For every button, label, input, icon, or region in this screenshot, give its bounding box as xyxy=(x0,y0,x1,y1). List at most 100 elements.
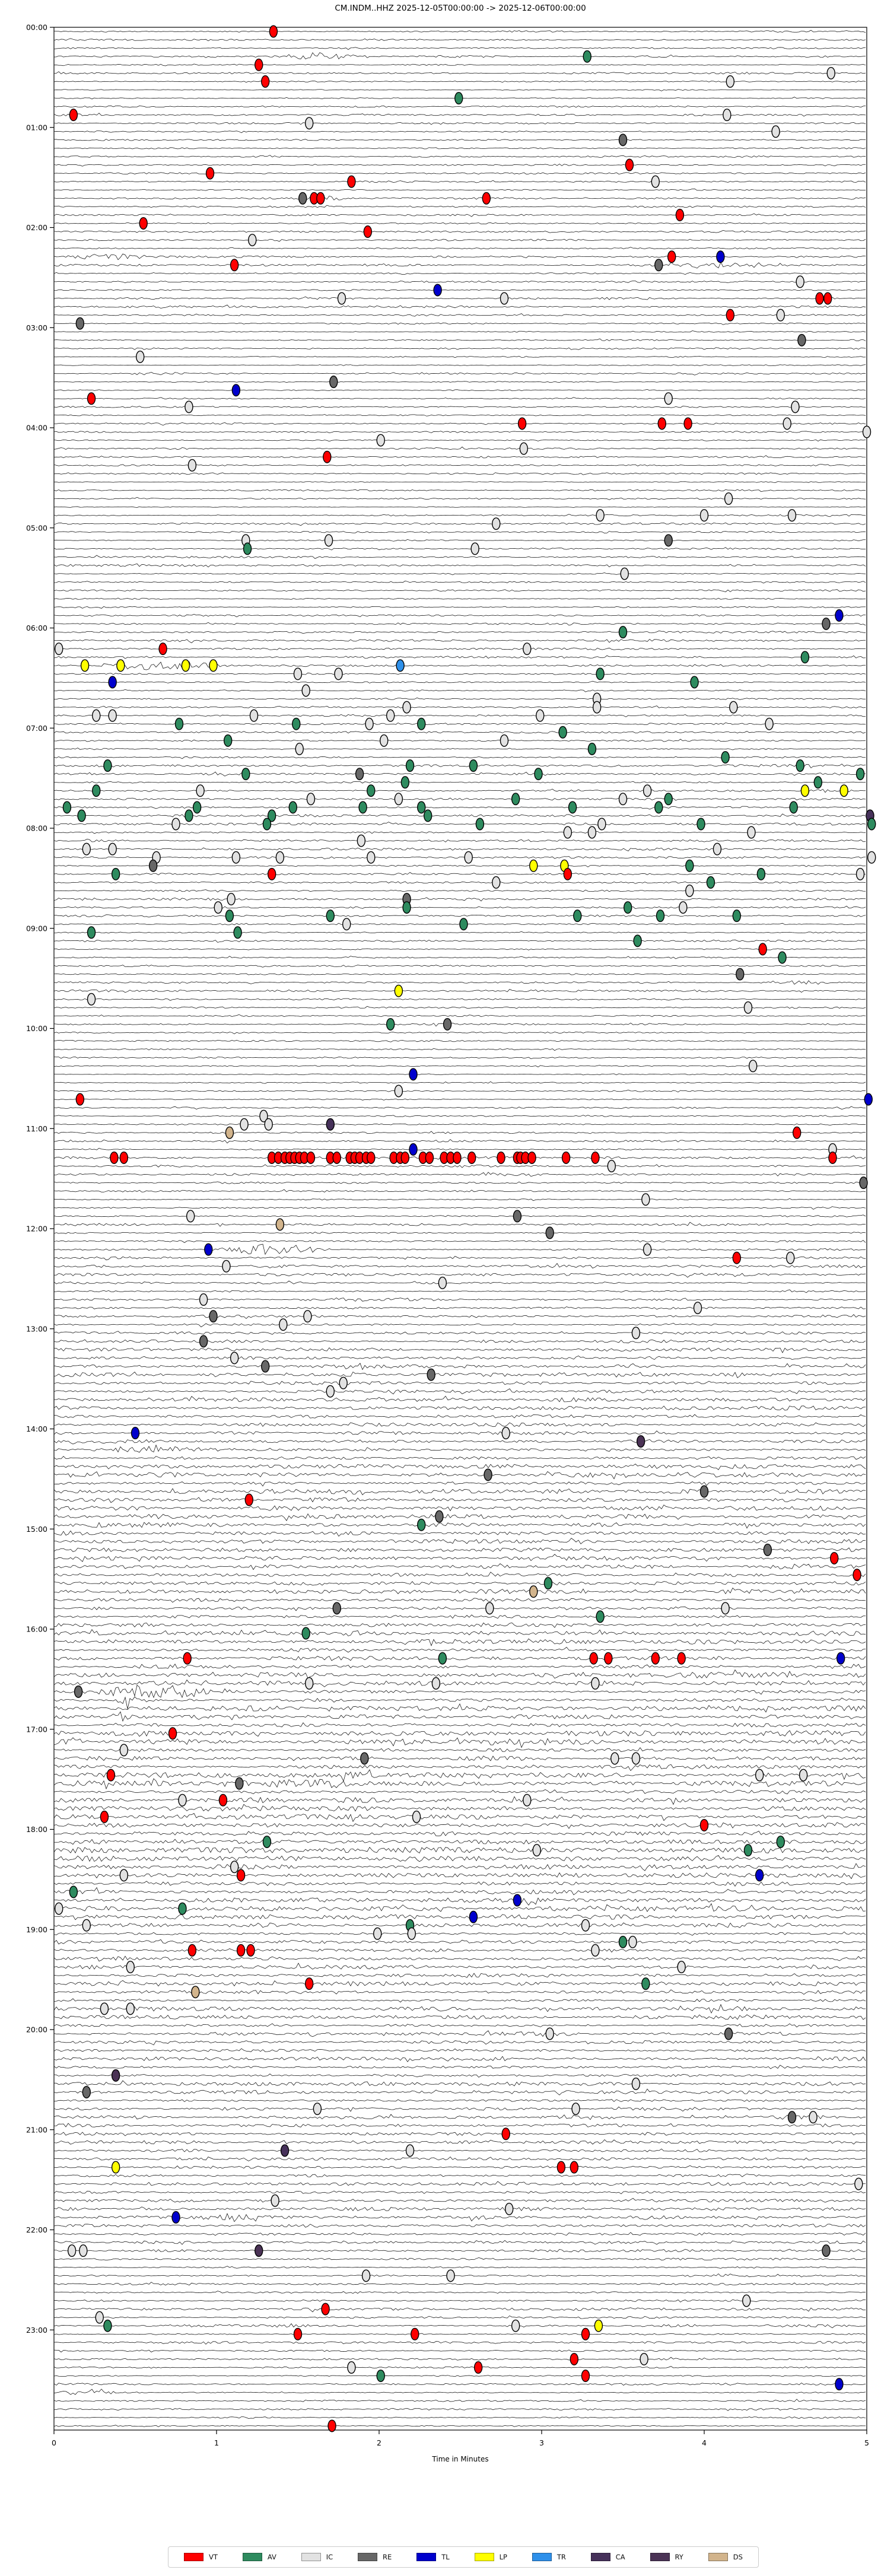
event-marker-IC xyxy=(446,2269,455,2282)
event-marker-IC xyxy=(95,2311,104,2324)
trace-row-230 xyxy=(53,1948,866,1953)
trace-row-88 xyxy=(53,764,866,768)
event-marker-TL xyxy=(231,384,241,397)
event-marker-RE xyxy=(443,1017,452,1031)
trace-row-99 xyxy=(53,856,866,860)
event-marker-IC xyxy=(295,742,304,755)
legend-item-RY: RY xyxy=(650,2553,683,2561)
trace-row-286 xyxy=(53,2416,866,2419)
trace-row-219 xyxy=(53,1855,866,1862)
hour-label-16:00: 16:00 xyxy=(26,1625,47,1634)
event-marker-VT xyxy=(677,1652,686,1665)
event-marker-IC xyxy=(500,734,509,747)
trace-row-63 xyxy=(53,555,866,559)
trace-row-97 xyxy=(53,838,866,842)
event-marker-AV xyxy=(641,1977,650,1990)
trace-row-3 xyxy=(53,52,866,60)
legend-item-VT: VT xyxy=(184,2553,218,2561)
event-marker-AV xyxy=(800,651,810,664)
event-marker-IC xyxy=(126,2002,135,2015)
trace-row-268 xyxy=(53,2266,866,2269)
trace-row-194 xyxy=(53,1646,866,1653)
event-marker-VT xyxy=(561,1151,571,1164)
event-marker-IC xyxy=(337,292,346,305)
trace-row-43 xyxy=(53,389,866,392)
event-marker-IC xyxy=(747,826,756,839)
event-marker-TL xyxy=(513,1894,522,1907)
trace-row-109 xyxy=(53,939,866,943)
event-marker-VT xyxy=(657,417,666,430)
trace-row-215 xyxy=(53,1822,866,1829)
event-marker-IC xyxy=(501,1427,510,1440)
event-marker-TL xyxy=(433,284,442,297)
trace-row-40 xyxy=(53,364,866,366)
trace-row-130 xyxy=(53,1115,866,1118)
trace-row-25 xyxy=(53,238,866,242)
trace-row-21 xyxy=(53,205,866,208)
event-marker-TL xyxy=(108,676,117,689)
trace-row-27 xyxy=(53,253,866,260)
trace-row-241 xyxy=(53,2040,866,2046)
event-type-legend: VT AV IC RE TL LP TR CA RY DS xyxy=(168,2546,759,2568)
hour-label-17:00: 17:00 xyxy=(26,1725,47,1734)
trace-row-33 xyxy=(53,304,866,309)
hour-label-21:00: 21:00 xyxy=(26,2125,47,2134)
event-marker-IC xyxy=(505,2202,514,2215)
trace-row-139 xyxy=(53,1189,866,1192)
event-marker-VT xyxy=(683,417,692,430)
trace-row-126 xyxy=(53,1081,866,1084)
event-marker-AV xyxy=(62,801,72,814)
event-marker-VT xyxy=(187,1944,197,1957)
event-marker-IC xyxy=(679,901,688,914)
trace-row-18 xyxy=(53,180,866,183)
trace-row-74 xyxy=(53,647,866,650)
trace-row-131 xyxy=(53,1123,866,1125)
hour-label-11:00: 11:00 xyxy=(26,1124,47,1133)
trace-row-58 xyxy=(53,514,866,517)
trace-row-213 xyxy=(53,1804,866,1812)
event-marker-AV xyxy=(241,768,250,781)
event-marker-VT xyxy=(699,1818,709,1831)
trace-row-156 xyxy=(53,1331,866,1335)
event-marker-IC xyxy=(185,400,193,414)
trace-row-220 xyxy=(53,1863,866,1871)
trace-row-269 xyxy=(53,2273,866,2278)
legend-item-DS: DS xyxy=(708,2553,743,2561)
event-marker-AV xyxy=(424,809,432,822)
event-marker-VT xyxy=(236,1869,246,1882)
trace-row-176 xyxy=(53,1497,866,1503)
event-marker-VT xyxy=(106,1769,116,1782)
event-marker-IC xyxy=(402,701,411,714)
trace-row-157 xyxy=(53,1339,866,1344)
event-marker-AV xyxy=(596,667,605,680)
event-marker-VT xyxy=(823,292,832,305)
event-marker-VT xyxy=(347,175,356,188)
event-marker-VT xyxy=(304,1977,314,1990)
event-marker-VT xyxy=(853,1569,861,1582)
trace-row-200 xyxy=(53,1696,866,1709)
event-marker-RE xyxy=(261,1360,270,1373)
trace-row-285 xyxy=(53,2408,866,2411)
legend-item-LP: LP xyxy=(474,2553,507,2561)
event-marker-IC xyxy=(326,1385,335,1398)
event-marker-RE xyxy=(329,376,338,389)
trace-row-255 xyxy=(53,2156,866,2161)
legend-item-CA: CA xyxy=(590,2553,625,2561)
trace-row-282 xyxy=(53,2383,866,2386)
trace-row-118 xyxy=(53,1014,866,1017)
event-marker-IC xyxy=(279,1318,288,1331)
event-marker-VT xyxy=(110,1151,119,1164)
trace-row-22 xyxy=(53,213,866,217)
event-marker-TL xyxy=(409,1068,418,1081)
event-marker-IC xyxy=(631,2077,641,2090)
event-marker-IC xyxy=(394,793,403,806)
trace-row-265 xyxy=(53,2240,866,2245)
trace-row-198 xyxy=(53,1679,866,1687)
event-marker-RE xyxy=(513,1210,522,1223)
event-marker-AV xyxy=(69,1885,78,1898)
event-marker-VT xyxy=(591,1151,600,1164)
event-marker-AV xyxy=(454,92,463,105)
event-marker-VT xyxy=(267,867,276,880)
event-marker-IC xyxy=(855,867,865,880)
plot-border xyxy=(53,27,867,2431)
